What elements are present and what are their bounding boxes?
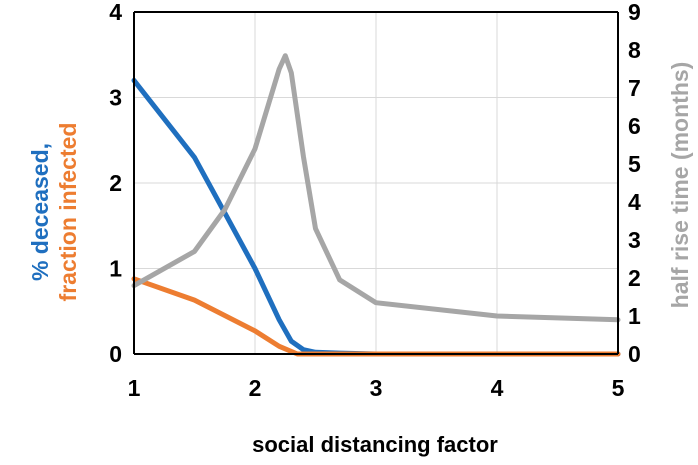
x-tick-label: 1 (128, 375, 141, 401)
y-left-tick-label: 3 (109, 85, 122, 111)
x-tick-label: 5 (612, 375, 625, 401)
y-left-tick-label: 0 (109, 341, 122, 367)
x-tick-label: 4 (491, 375, 504, 401)
y-left-label-infected: fraction infected (55, 123, 81, 302)
y-right-tick-label: 6 (628, 113, 641, 139)
x-axis-label: social distancing factor (252, 432, 498, 457)
y-right-tick-label: 5 (628, 151, 641, 177)
x-tick-label: 3 (370, 375, 383, 401)
y-right-tick-label: 0 (628, 341, 641, 367)
y-right-label: half rise time (months) (667, 62, 693, 309)
x-tick-label: 2 (249, 375, 262, 401)
y-left-tick-label: 1 (109, 256, 122, 282)
axes (133, 11, 619, 355)
y-right-tick-label: 9 (628, 0, 641, 25)
y-right-tick-label: 2 (628, 265, 641, 291)
y-left-tick-label: 4 (109, 0, 122, 25)
series-line-half_rise (131, 53, 621, 323)
y-left-tick-label: 2 (109, 170, 122, 196)
y-right-tick-label: 8 (628, 37, 641, 63)
y-right-tick-label: 4 (628, 189, 641, 215)
y-right-tick-label: 3 (628, 227, 641, 253)
y-left-label-deceased: % deceased, (27, 143, 53, 281)
y-right-tick-label: 7 (628, 75, 641, 101)
y-right-tick-label: 1 (628, 303, 641, 329)
